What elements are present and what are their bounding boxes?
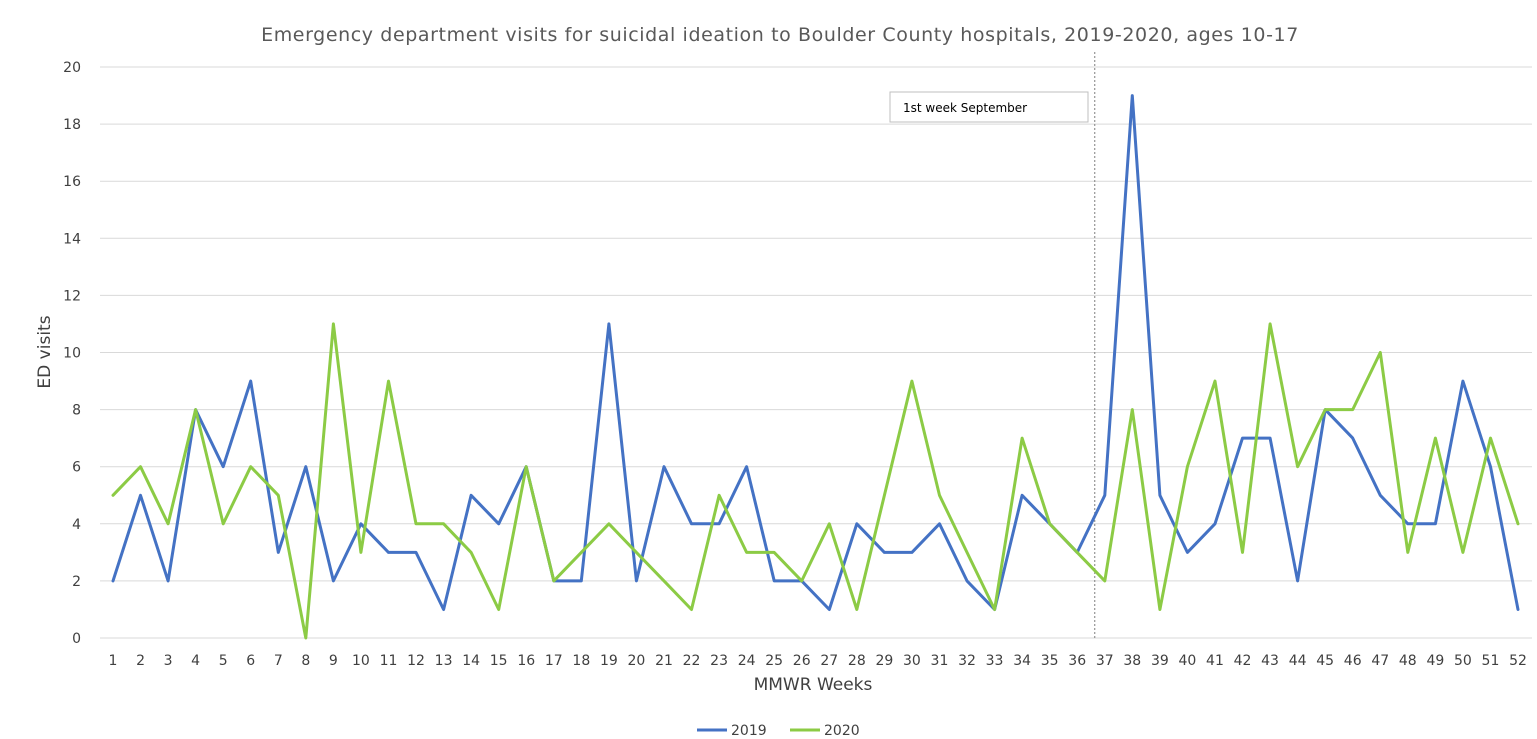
x-tick-label: 26 <box>793 653 811 669</box>
x-tick-label: 48 <box>1399 653 1417 669</box>
y-tick-label: 10 <box>63 346 81 362</box>
x-tick-label: 12 <box>407 653 425 669</box>
x-tick-label: 3 <box>164 653 173 669</box>
x-tick-label: 37 <box>1096 653 1114 669</box>
y-tick-label: 20 <box>63 60 81 76</box>
x-tick-label: 31 <box>931 653 949 669</box>
x-tick-labels: 1 2 3 4 5 6 7 8 9 10 11 12 13 14 15 16 17 18 19 20 21 22 23 24 2… <box>109 653 1527 669</box>
x-tick-label: 28 <box>848 653 866 669</box>
legend: 2019 2020 <box>697 723 860 739</box>
x-tick-label: 15 <box>490 653 508 669</box>
series-lines <box>111 94 1520 640</box>
annotation: 1st week September <box>889 52 1096 638</box>
x-tick-label: 30 <box>903 653 921 669</box>
x-tick-label: 51 <box>1482 653 1500 669</box>
y-tick-labels: 0 2 4 6 8 10 12 14 16 18 20 <box>63 60 81 647</box>
y-axis-label: ED visits <box>35 315 55 388</box>
x-tick-label: 32 <box>958 653 976 669</box>
x-tick-label: 11 <box>380 653 398 669</box>
x-tick-label: 36 <box>1068 653 1086 669</box>
x-tick-label: 40 <box>1178 653 1196 669</box>
x-tick-label: 22 <box>683 653 701 669</box>
x-tick-label: 27 <box>820 653 838 669</box>
x-tick-label: 24 <box>738 653 756 669</box>
x-tick-label: 14 <box>462 653 480 669</box>
x-tick-label: 41 <box>1206 653 1224 669</box>
annotation-label: 1st week September <box>903 101 1027 115</box>
y-tick-label: 14 <box>63 231 81 247</box>
x-tick-label: 38 <box>1123 653 1141 669</box>
legend-label: 2020 <box>824 723 860 739</box>
y-tick-label: 4 <box>72 517 81 533</box>
x-tick-label: 1 <box>109 653 118 669</box>
series-line-2019 <box>111 94 1520 611</box>
x-tick-label: 35 <box>1041 653 1059 669</box>
x-tick-label: 5 <box>219 653 228 669</box>
x-tick-label: 33 <box>986 653 1004 669</box>
y-tick-label: 18 <box>63 117 81 133</box>
y-tick-label: 16 <box>63 174 81 190</box>
y-tick-label: 12 <box>63 288 81 304</box>
legend-label: 2019 <box>731 723 767 739</box>
x-tick-label: 9 <box>329 653 338 669</box>
chart-title: Emergency department visits for suicidal… <box>261 24 1299 46</box>
x-tick-label: 13 <box>435 653 453 669</box>
x-tick-label: 25 <box>765 653 783 669</box>
x-tick-label: 7 <box>274 653 283 669</box>
x-tick-label: 47 <box>1371 653 1389 669</box>
x-tick-label: 43 <box>1261 653 1279 669</box>
gridlines <box>100 66 1532 639</box>
x-tick-label: 18 <box>572 653 590 669</box>
x-tick-label: 16 <box>517 653 535 669</box>
x-tick-label: 29 <box>875 653 893 669</box>
series-line-2020 <box>111 322 1520 640</box>
x-tick-label: 21 <box>655 653 673 669</box>
x-tick-label: 17 <box>545 653 563 669</box>
x-tick-label: 45 <box>1316 653 1334 669</box>
y-tick-label: 2 <box>72 574 81 590</box>
x-tick-label: 52 <box>1509 653 1527 669</box>
x-axis-label: MMWR Weeks <box>754 675 873 695</box>
x-tick-label: 46 <box>1344 653 1362 669</box>
annotation-box <box>889 91 1089 123</box>
x-tick-label: 44 <box>1289 653 1307 669</box>
x-tick-label: 2 <box>136 653 145 669</box>
x-tick-label: 23 <box>710 653 728 669</box>
x-tick-label: 34 <box>1013 653 1031 669</box>
x-tick-label: 20 <box>628 653 646 669</box>
y-tick-label: 6 <box>72 460 81 476</box>
x-tick-label: 8 <box>301 653 310 669</box>
x-tick-label: 19 <box>600 653 618 669</box>
x-tick-label: 6 <box>246 653 255 669</box>
x-tick-label: 42 <box>1234 653 1252 669</box>
x-tick-label: 4 <box>191 653 200 669</box>
x-tick-label: 10 <box>352 653 370 669</box>
x-tick-label: 49 <box>1426 653 1444 669</box>
x-tick-label: 50 <box>1454 653 1472 669</box>
y-tick-label: 0 <box>72 631 81 647</box>
x-tick-label: 39 <box>1151 653 1169 669</box>
y-tick-label: 8 <box>72 403 81 419</box>
